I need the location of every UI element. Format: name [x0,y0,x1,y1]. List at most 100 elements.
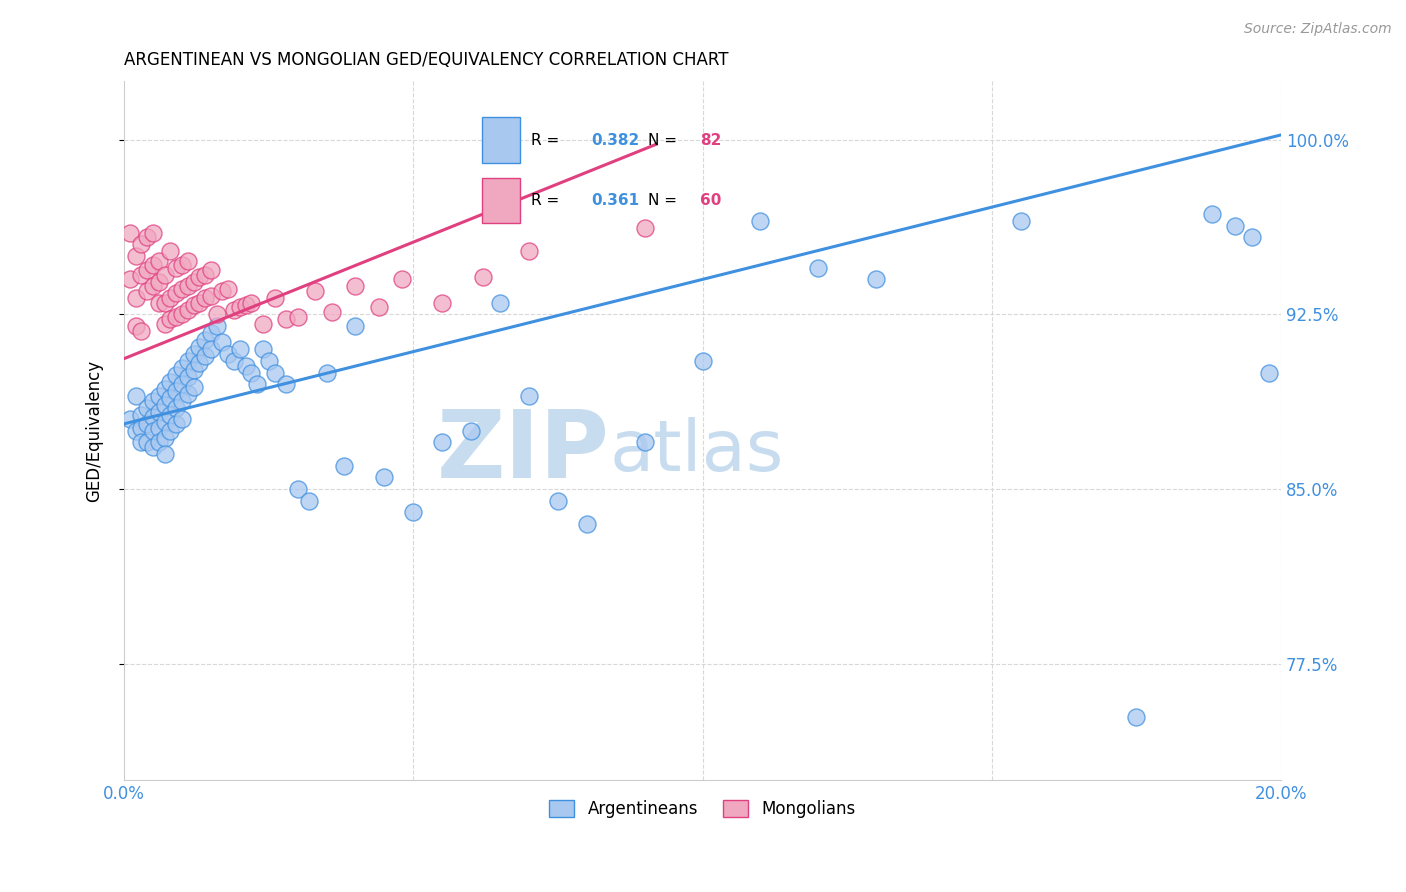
Point [148,295,170,310]
Point [177,302,200,317]
Point [194,333,217,347]
Point [1258,366,1281,380]
Point [136,230,159,244]
Point [125,389,148,403]
Point [333,458,356,473]
Point [200,343,222,357]
Point [460,424,482,438]
Point [170,307,193,321]
Point [634,221,657,235]
Point [1223,219,1246,233]
Point [205,318,228,333]
Point [136,435,159,450]
Point [692,354,714,368]
Point [257,354,280,368]
Point [148,275,170,289]
Point [391,272,413,286]
Point [131,324,153,338]
Point [402,505,425,519]
Point [205,307,228,321]
Point [194,268,217,282]
Point [165,368,187,382]
Point [148,389,170,403]
Point [125,318,148,333]
Point [217,282,239,296]
Point [200,288,222,302]
Point [159,291,181,305]
Point [153,295,176,310]
Point [183,347,205,361]
Point [136,417,159,431]
Point [165,310,187,324]
Point [229,343,252,357]
Point [131,435,153,450]
Point [165,286,187,301]
Point [373,470,395,484]
Point [188,270,211,285]
Text: atlas: atlas [610,417,785,486]
Point [240,295,263,310]
Point [471,270,494,285]
Point [131,408,153,422]
Legend: Argentineans, Mongolians: Argentineans, Mongolians [543,793,862,824]
Point [217,347,239,361]
Text: ZIP: ZIP [437,406,610,498]
Point [807,260,830,275]
Y-axis label: GED/Equivalency: GED/Equivalency [86,359,103,502]
Point [263,366,285,380]
Point [194,349,217,363]
Point [177,253,200,268]
Point [1201,207,1223,221]
Point [865,272,887,286]
Point [159,391,181,405]
Point [194,291,217,305]
Point [177,370,200,384]
Point [170,412,193,426]
Point [142,259,165,273]
Point [211,335,233,350]
Point [1125,710,1147,724]
Point [118,226,141,240]
Point [177,386,200,401]
Point [200,326,222,340]
Point [153,447,176,461]
Point [235,298,257,312]
Point [159,312,181,326]
Point [489,295,512,310]
Point [304,284,326,298]
Point [153,317,176,331]
Point [159,408,181,422]
Point [131,268,153,282]
Point [287,310,309,324]
Point [177,354,200,368]
Point [298,493,321,508]
Point [118,412,141,426]
Point [274,312,297,326]
Point [159,375,181,389]
Point [165,260,187,275]
Point [188,340,211,354]
Point [142,279,165,293]
Point [170,360,193,375]
Point [142,226,165,240]
Point [125,249,148,263]
Point [148,435,170,450]
Point [367,301,389,315]
Point [165,384,187,399]
Point [321,305,343,319]
Point [125,291,148,305]
Point [240,366,263,380]
Point [177,279,200,293]
Point [246,377,269,392]
Point [200,263,222,277]
Point [159,424,181,438]
Point [131,237,153,252]
Point [142,409,165,424]
Point [183,275,205,289]
Point [749,214,772,228]
Point [274,377,297,392]
Point [222,354,245,368]
Point [170,393,193,408]
Point [211,284,233,298]
Point [634,435,657,450]
